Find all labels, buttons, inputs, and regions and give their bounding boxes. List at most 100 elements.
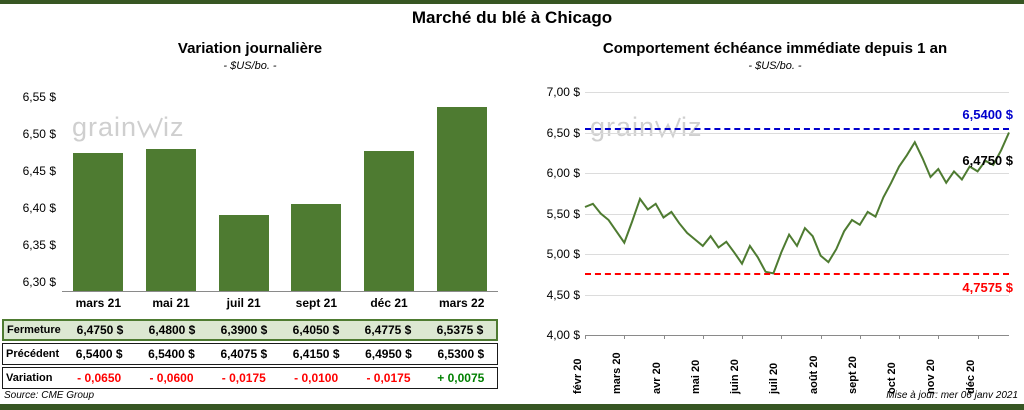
gridline xyxy=(585,213,1009,215)
month-label: mars 20 xyxy=(611,352,624,394)
month-label: avr 20 xyxy=(650,362,663,394)
category-label: sept 21 xyxy=(295,296,338,310)
gridline xyxy=(585,254,1009,255)
row-label: Précédent xyxy=(6,348,60,360)
bar-chart-title: Variation journalière xyxy=(177,40,323,57)
line-chart-title: Comportement échéance immédiate depuis 1… xyxy=(602,40,948,57)
bar-déc 21 xyxy=(363,150,414,291)
bar-slot-mars 21 xyxy=(73,152,124,291)
category-label: déc 21 xyxy=(370,296,408,310)
line-ytick-label: 5,50 $ xyxy=(546,206,580,221)
bar-ytick-label: 6,55 $ xyxy=(22,90,56,105)
x-tick xyxy=(742,335,743,339)
line-ytick-label: 7,00 $ xyxy=(546,85,580,99)
table-cell: 6,5400 $ xyxy=(148,347,195,361)
price-line xyxy=(584,132,1010,275)
ref-line-high xyxy=(585,128,1009,131)
line-chart-plot: 6,5400 $ 4,7575 $ 6,4750 $ xyxy=(584,92,1013,339)
bar-chart-subtitle: - $US/bo. - xyxy=(223,60,277,72)
x-tick xyxy=(702,335,704,339)
table-row-fermeture: Fermeture 6,4750 $ 6,4800 $ 6,3900 $ 6,4050 … xyxy=(2,319,498,341)
source-note: Source: CME Group xyxy=(4,390,95,401)
table-row-precedent: Précédent 6,5400 $ 6,5400 $ 6,4075 $ 6,4150 … xyxy=(2,343,498,365)
bar-mai 21 xyxy=(145,148,196,291)
category-label: mai 21 xyxy=(152,296,190,310)
bar-juil 21 xyxy=(218,215,269,291)
bar-mars 22 xyxy=(436,106,487,291)
current-price-label: 6,4750 $ xyxy=(962,152,1013,168)
category-label: mars 22 xyxy=(439,296,485,310)
update-note: Mise à jour: mer 06 janv 2021 xyxy=(886,390,1018,401)
table-cell: 6,4800 $ xyxy=(148,323,196,337)
ref-label-high: 6,5400 $ xyxy=(962,107,1013,123)
month-label: juin 20 xyxy=(729,359,741,394)
month-label: déc 20 xyxy=(964,359,977,394)
table-cell: 6,4050 $ xyxy=(292,323,340,337)
x-tick xyxy=(781,335,783,339)
x-tick xyxy=(585,335,586,339)
bar-chart-yaxis: 6,55 $ 6,50 $ 6,45 $ 6,40 $ 6,35 $ 6,30 $ xyxy=(4,88,56,291)
month-label: nov 20 xyxy=(925,359,938,394)
gridline xyxy=(585,173,1009,174)
bar-slot-mars 22 xyxy=(436,106,487,291)
month-label: sept 20 xyxy=(846,356,859,394)
month-label: févr 20 xyxy=(572,358,584,394)
table-cell: 6,4075 $ xyxy=(220,347,268,361)
table-cell: 6,4775 $ xyxy=(364,323,412,337)
table-cell: 6,5400 $ xyxy=(75,347,123,361)
x-tick xyxy=(977,335,979,339)
bar-ytick-label: 6,30 $ xyxy=(22,274,56,289)
gridline xyxy=(585,132,1009,134)
gridline xyxy=(585,294,1009,296)
line-ytick-label: 6,00 $ xyxy=(546,166,580,180)
table-cell: - 0,0175 xyxy=(366,371,411,385)
watermark-text: grain xyxy=(72,112,138,142)
gridline xyxy=(585,335,1009,336)
bar-chart-bars xyxy=(62,88,498,292)
table-cell: 6,5300 $ xyxy=(437,347,485,361)
category-label: mars 21 xyxy=(75,296,122,310)
line-ytick-label: 4,00 $ xyxy=(546,328,580,342)
bar-slot-mai 21 xyxy=(145,148,196,291)
bar-ytick-label: 6,35 $ xyxy=(22,237,56,252)
bar-slot-sept 21 xyxy=(291,204,342,291)
watermark: grain iz xyxy=(72,112,185,143)
table-cell: 6,4150 $ xyxy=(292,347,340,361)
line-chart-yaxis: 7,00 $ 6,50 $ 6,00 $ 5,50 $ 5,00 $ 4,50 $ 4,00… xyxy=(534,85,580,342)
top-border-rule xyxy=(0,0,1024,4)
line-ytick-label: 4,50 $ xyxy=(546,287,580,302)
bar-ytick-label: 6,45 $ xyxy=(22,164,56,178)
x-tick xyxy=(820,335,822,339)
table-cell: 6,3900 $ xyxy=(220,323,268,337)
line-ytick-label: 6,50 $ xyxy=(546,125,580,140)
gridline xyxy=(585,92,1009,93)
x-tick xyxy=(663,335,665,339)
table-cell: - 0,0175 xyxy=(221,371,266,385)
table-cell: 6,5375 $ xyxy=(436,323,484,337)
table-cell: 6,4750 $ xyxy=(76,323,124,337)
bar-ytick-label: 6,40 $ xyxy=(22,201,56,215)
x-tick xyxy=(859,335,861,339)
price-table: Fermeture 6,4750 $ 6,4800 $ 6,3900 $ 6,4050 … xyxy=(2,319,498,391)
table-row-variation: Variation - 0,0650 - 0,0600 - 0,0175 - 0,010… xyxy=(2,367,498,389)
month-label: oct 20 xyxy=(886,362,899,394)
page-title: Marché du blé à Chicago xyxy=(411,8,613,27)
category-label: juil 21 xyxy=(226,296,261,310)
table-cell: - 0,0600 xyxy=(149,371,194,385)
ref-label-low: 4,7575 $ xyxy=(962,279,1013,295)
table-cell: - 0,0650 xyxy=(77,371,122,385)
line-ytick-label: 5,00 $ xyxy=(546,247,580,261)
watermark-text: grain xyxy=(590,112,656,142)
table-cell: - 0,0100 xyxy=(294,371,339,385)
bar-chart-categories: mars 21 mai 21 juil 21 sept 21 déc 21 mars 22 xyxy=(62,296,498,310)
watermark-text: iz xyxy=(163,112,185,142)
bottom-border-rule xyxy=(0,404,1024,410)
month-label: juil 20 xyxy=(768,362,781,394)
bar-mars 21 xyxy=(73,152,124,291)
x-tick xyxy=(938,335,940,339)
row-label: Variation xyxy=(6,372,53,384)
bar-sept 21 xyxy=(291,204,342,291)
watermark-text: iz xyxy=(681,112,703,142)
x-tick xyxy=(899,335,901,339)
